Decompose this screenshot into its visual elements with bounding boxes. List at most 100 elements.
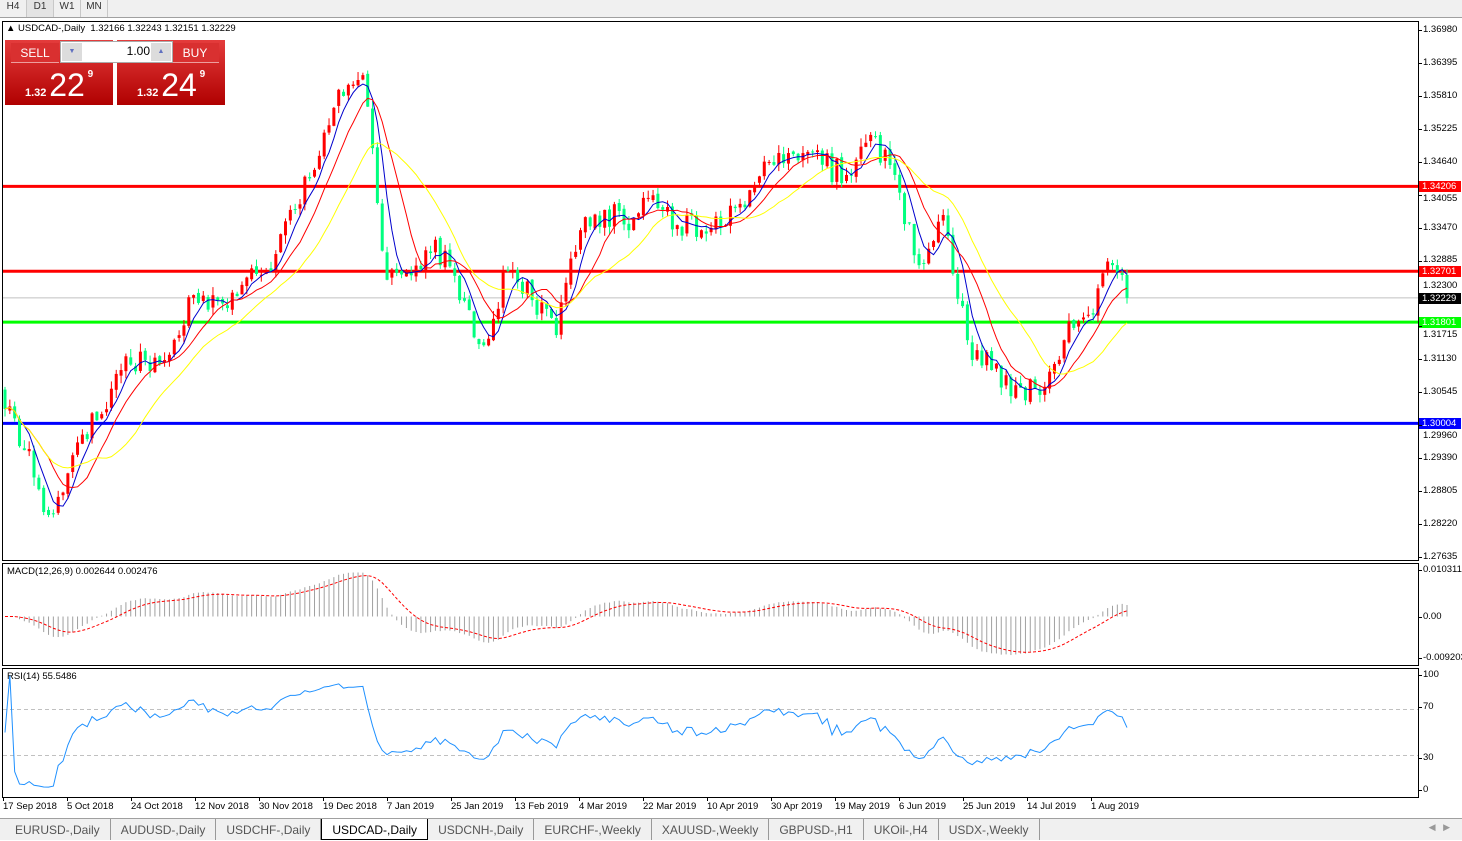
candle-body (767, 161, 771, 163)
candle-body (612, 204, 616, 227)
candle-body (269, 268, 273, 272)
tf-h4[interactable]: H4 (0, 0, 27, 17)
chart-tab[interactable]: USDX-,Weekly (939, 819, 1040, 840)
date-axis-label: 5 Oct 2018 (67, 801, 114, 812)
candle-body (617, 203, 621, 211)
candle-body (608, 209, 612, 227)
candle-body (1077, 321, 1081, 327)
price-axis-label: 1.32885 (1423, 253, 1458, 265)
rsi-tick (1418, 790, 1422, 791)
candle-body (956, 274, 960, 299)
candle-body (859, 146, 863, 159)
date-tick (67, 797, 68, 801)
chart-tab[interactable]: USDCAD-,Daily (321, 819, 429, 840)
candle-body (47, 509, 51, 515)
price-pane[interactable] (2, 21, 1419, 561)
chart-tab[interactable]: AUDUSD-,Daily (111, 819, 217, 840)
buy-price: 1.32 24 9 (117, 69, 225, 101)
chart-tab[interactable]: USDCNH-,Daily (428, 819, 535, 840)
candle-body (661, 207, 665, 210)
candle-body (424, 250, 428, 271)
candle-body (400, 270, 404, 275)
candle-body (1033, 379, 1037, 389)
date-axis-label: 14 Jul 2019 (1027, 801, 1077, 812)
candle-body (158, 356, 162, 364)
candle-body (632, 218, 636, 231)
candle-body (1057, 359, 1061, 364)
candle-body (66, 473, 70, 494)
ma-fast-line (4, 83, 1128, 507)
lot-value[interactable]: 1.00 (126, 44, 150, 58)
candle-body (308, 177, 312, 179)
level-price-label: 1.34206 (1419, 181, 1461, 193)
candle-body (1038, 389, 1042, 395)
tf-mn[interactable]: MN (81, 0, 108, 17)
candle-body (100, 414, 104, 419)
price-axis-label: 1.28805 (1423, 485, 1458, 497)
date-axis-label: 30 Apr 2019 (771, 801, 823, 812)
price-tick (1418, 392, 1422, 394)
candle-body (259, 274, 263, 276)
candle-body (511, 270, 515, 273)
candle-body (472, 311, 476, 338)
sell-price-pip: 9 (87, 69, 94, 80)
chart-canvas[interactable] (0, 18, 1462, 818)
candle-body (211, 295, 215, 308)
candle-body (129, 357, 133, 365)
candle-body (554, 318, 558, 336)
candle-body (757, 176, 761, 183)
chart-tab[interactable]: EURCHF-,Weekly (534, 819, 652, 840)
candle-body (709, 227, 713, 233)
date-tick (771, 797, 772, 801)
candle-body (564, 282, 568, 302)
candle-body (685, 215, 689, 234)
date-tick (451, 797, 452, 801)
rsi-pane[interactable] (2, 668, 1419, 798)
candle-body (985, 352, 989, 366)
candle-body (429, 251, 433, 254)
date-tick (131, 797, 132, 801)
candle-body (313, 169, 317, 177)
candle-body (670, 206, 674, 230)
macd-tick (1418, 570, 1422, 571)
candle-body (477, 339, 481, 345)
candle-body (520, 281, 524, 294)
lot-decrease-icon[interactable]: ▼ (62, 43, 82, 61)
candle-body (598, 215, 602, 227)
candle-body (1120, 273, 1124, 275)
candle-body (845, 174, 848, 181)
candle-body (999, 365, 1003, 388)
candle-body (733, 206, 737, 209)
candle-body (1043, 386, 1047, 395)
macd-pane[interactable] (2, 563, 1419, 666)
candle-body (869, 134, 873, 142)
candle-body (361, 75, 365, 80)
candle-body (245, 277, 249, 287)
tab-scroll-arrows-icon[interactable]: ◀ ▶ (1428, 822, 1450, 832)
candle-body (1106, 261, 1110, 272)
candle-body (994, 363, 998, 369)
price-tick (1418, 95, 1422, 97)
candle-body (588, 217, 592, 227)
chart-tab[interactable]: GBPUSD-,H1 (769, 819, 864, 840)
chart-tab[interactable]: XAUUSD-,Weekly (652, 819, 770, 840)
chart-tab[interactable]: EURUSD-,Daily (5, 819, 111, 840)
candle-body (206, 297, 210, 310)
chart-tab[interactable]: UKOil-,H4 (864, 819, 939, 840)
candle-body (699, 230, 703, 238)
sell-price: 1.32 22 9 (5, 69, 113, 101)
candle-body (1101, 273, 1105, 287)
candle-body (922, 263, 926, 265)
candle-body (946, 215, 950, 236)
candle-body (936, 221, 940, 243)
tf-d1[interactable]: D1 (27, 0, 54, 17)
rsi-axis-label: 70 (1423, 701, 1434, 712)
candle-body (753, 184, 757, 193)
candle-body (990, 351, 994, 371)
lot-increase-icon[interactable]: ▲ (151, 43, 171, 61)
chart-tab[interactable]: USDCHF-,Daily (216, 819, 322, 840)
tf-w1[interactable]: W1 (54, 0, 81, 17)
buy-label: BUY (171, 43, 219, 63)
candle-body (496, 308, 500, 320)
lot-size-input[interactable]: ▼ 1.00 ▲ (60, 41, 173, 63)
